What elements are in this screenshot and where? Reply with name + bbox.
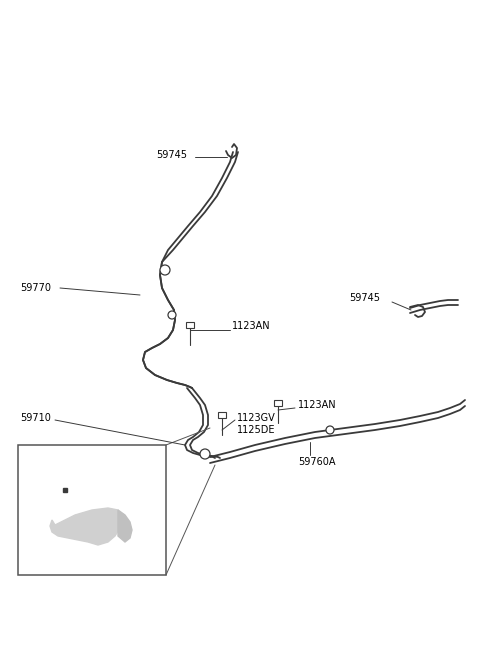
Bar [218,412,226,418]
Circle shape [168,311,176,319]
Text: 1123AN: 1123AN [298,400,336,410]
Circle shape [200,449,210,459]
Text: 59760A: 59760A [298,457,336,467]
Text: 1123GV: 1123GV [237,413,276,423]
Bar [186,322,194,328]
Text: 1125DE: 1125DE [237,425,276,435]
Text: 1231DB: 1231DB [22,457,61,467]
Text: 59745: 59745 [156,150,187,160]
Circle shape [160,265,170,275]
Polygon shape [50,508,122,545]
Text: 59710: 59710 [20,413,51,423]
Circle shape [326,426,334,434]
Text: 59750A: 59750A [81,567,119,577]
Text: 1123AN: 1123AN [232,321,271,331]
Bar [18,445,166,575]
Bar [274,400,282,406]
Polygon shape [118,510,132,542]
Text: 59745: 59745 [349,293,380,303]
Text: 93250D: 93250D [22,469,60,479]
Text: 59770: 59770 [20,283,51,293]
